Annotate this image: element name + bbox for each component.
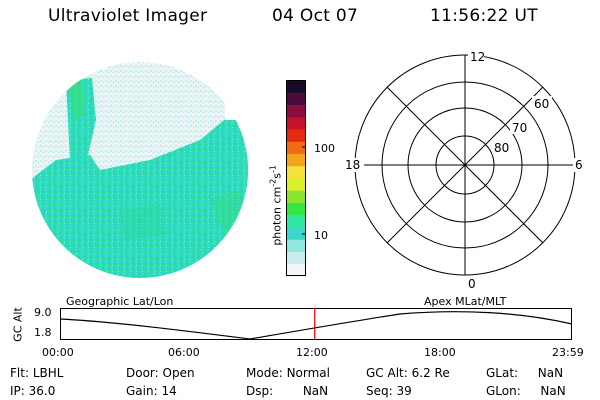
mlt-label-12: 12 <box>470 50 485 64</box>
colorbar-unit-label: photon cm-2s-1 <box>269 145 284 265</box>
footer-seq-label: Seq: <box>366 384 393 398</box>
alt-xtick-2: 12:00 <box>296 346 328 359</box>
footer-seq-value: 39 <box>396 384 412 398</box>
lat-label-70: 70 <box>512 121 527 135</box>
footer-flt-label: Flt: <box>10 366 29 380</box>
footer-door: Door: Open <box>126 366 195 380</box>
colorbar-exp2: -1 <box>268 165 278 173</box>
footer-ip: IP: 36.0 <box>10 384 55 398</box>
colorbar-segment <box>286 165 306 179</box>
instrument-title: Ultraviolet Imager <box>48 6 208 26</box>
footer-dsp-label: Dsp: <box>246 384 274 398</box>
alt-xtick-3: 18:00 <box>424 346 456 359</box>
colorbar-segment <box>286 141 306 154</box>
footer-gain-label: Gain: <box>126 384 158 398</box>
colorbar <box>286 80 306 277</box>
mlt-label-0: 0 <box>468 277 476 291</box>
footer-ip-label: IP: <box>10 384 25 398</box>
colorbar-exp1: -2 <box>268 178 278 187</box>
alt-plot-ylabel: GC Alt <box>11 307 25 342</box>
colorbar-segment <box>286 129 306 142</box>
colorbar-segment <box>286 239 306 252</box>
date-label: 04 Oct 07 <box>272 6 359 26</box>
alt-plot-ymax: 9.0 <box>34 306 52 319</box>
alt-xtick-0: 00:00 <box>42 346 74 359</box>
colorbar-segment <box>286 190 306 203</box>
footer-glat-label: GLat: <box>486 366 519 380</box>
colorbar-segment <box>286 104 306 118</box>
colorbar-segment <box>286 202 306 216</box>
colorbar-mid: s <box>270 172 284 179</box>
colorbar-tick-10: 10 <box>314 229 328 242</box>
footer-glon-value: NaN <box>540 384 566 398</box>
alt-xtick-1: 06:00 <box>168 346 200 359</box>
lat-label-60: 60 <box>534 97 549 111</box>
footer-flt-value: LBHL <box>32 366 64 380</box>
colorbar-segment <box>286 92 306 105</box>
footer-gcalt-label: GC Alt: <box>366 366 408 380</box>
polar-grid: 12 18 6 0 60 70 80 <box>344 50 585 291</box>
colorbar-segment <box>286 251 306 265</box>
footer-ip-value: 36.0 <box>28 384 56 398</box>
colorbar-frame <box>286 80 306 276</box>
footer-glat-value: NaN <box>537 366 564 380</box>
footer-gcalt: GC Alt: 6.2 Re <box>366 366 450 380</box>
time-label: 11:56:22 UT <box>430 6 538 26</box>
colorbar-segment <box>286 178 306 191</box>
colorbar-segment <box>286 80 306 93</box>
colorbar-segment <box>286 214 306 228</box>
footer-mode: Mode: Normal <box>246 366 330 380</box>
colorbar-segment <box>286 153 306 167</box>
mlt-label-6: 6 <box>575 158 583 172</box>
footer-dsp: Dsp: NaN <box>246 384 328 398</box>
alt-plot-ymin: 1.8 <box>34 326 52 339</box>
footer-gcalt-value: 6.2 Re <box>411 366 450 380</box>
colorbar-segment <box>286 227 306 240</box>
uv-image <box>32 60 255 278</box>
colorbar-unit-text: photon cm <box>270 186 284 246</box>
footer-seq: Seq: 39 <box>366 384 412 398</box>
mlt-label-18: 18 <box>345 158 360 172</box>
alt-xtick-4: 23:59 <box>552 346 584 359</box>
footer-flt: Flt: LBHL <box>10 366 63 380</box>
footer-dsp-value: NaN <box>302 384 329 398</box>
colorbar-segment <box>286 263 306 277</box>
alt-plot <box>59 308 573 340</box>
footer-glat: GLat: NaN <box>486 366 563 380</box>
footer-glon-label: GLon: <box>486 384 521 398</box>
lat-label-80: 80 <box>494 141 509 155</box>
colorbar-segment <box>286 116 306 130</box>
colorbar-tick-100: 100 <box>314 142 335 155</box>
alt-plot-curve <box>59 311 573 340</box>
footer-mode-label: Mode: <box>246 366 283 380</box>
alt-plot-right-label: Apex MLat/MLT <box>424 295 507 308</box>
footer-door-label: Door: <box>126 366 159 380</box>
footer-glon: GLon: NaN <box>486 384 566 398</box>
polar-diagonal-2 <box>386 86 544 244</box>
footer-mode-value: Normal <box>286 366 330 380</box>
footer-gain-value: 14 <box>161 384 177 398</box>
footer-door-value: Open <box>162 366 195 380</box>
footer-gain: Gain: 14 <box>126 384 177 398</box>
alt-plot-left-label: Geographic Lat/Lon <box>66 295 174 308</box>
